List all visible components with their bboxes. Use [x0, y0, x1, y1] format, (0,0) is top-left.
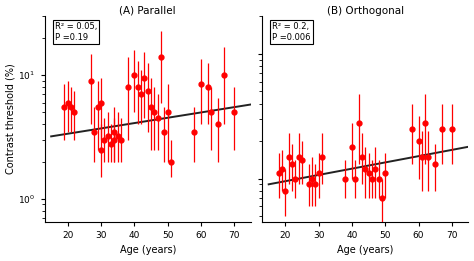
Y-axis label: Contrast threshold (%): Contrast threshold (%) [6, 64, 16, 174]
Title: (A) Parallel: (A) Parallel [119, 5, 176, 16]
X-axis label: Age (years): Age (years) [337, 245, 393, 256]
Text: R² = 0.05,
P =0.19: R² = 0.05, P =0.19 [55, 22, 97, 42]
X-axis label: Age (years): Age (years) [119, 245, 176, 256]
Title: (B) Orthogonal: (B) Orthogonal [327, 5, 404, 16]
Text: R² = 0.2,
P =0.006: R² = 0.2, P =0.006 [273, 22, 311, 42]
